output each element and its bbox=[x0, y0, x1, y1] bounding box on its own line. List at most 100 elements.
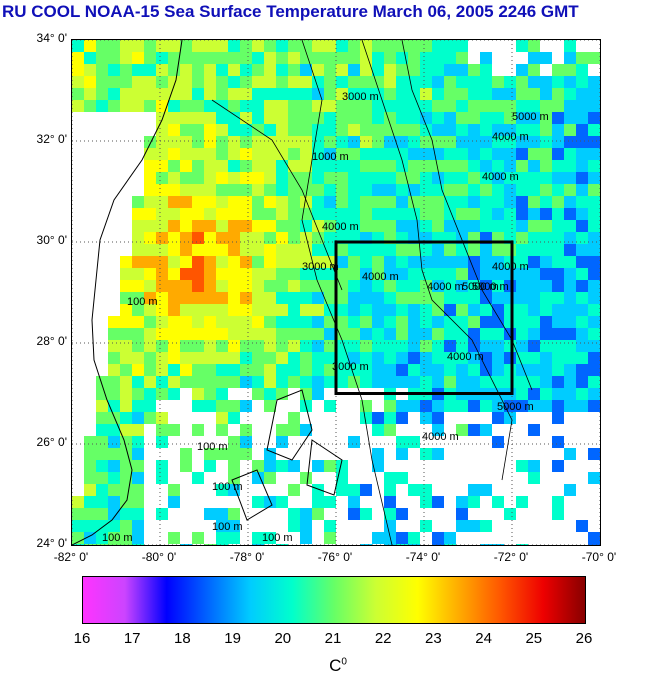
sst-pixel bbox=[444, 40, 456, 52]
contour-label: 4000 m bbox=[492, 131, 529, 143]
sst-pixel bbox=[156, 340, 168, 352]
sst-pixel bbox=[588, 292, 600, 304]
sst-pixel bbox=[360, 328, 372, 340]
sst-pixel bbox=[168, 532, 180, 544]
sst-pixel bbox=[516, 400, 528, 412]
sst-pixel bbox=[588, 256, 600, 268]
sst-pixel bbox=[552, 172, 564, 184]
sst-pixel bbox=[84, 532, 96, 544]
sst-map[interactable]: 100 m 100 m 100 m 100 m 100 m 100 m 1000 m 3000… bbox=[71, 39, 601, 546]
sst-pixel bbox=[132, 520, 144, 532]
sst-pixel bbox=[132, 424, 144, 436]
contour-label: 100 m bbox=[102, 532, 133, 544]
sst-pixel bbox=[96, 448, 108, 460]
sst-pixel bbox=[312, 304, 324, 316]
sst-pixel bbox=[396, 112, 408, 124]
sst-pixel bbox=[516, 40, 528, 52]
sst-pixel bbox=[528, 220, 540, 232]
sst-pixel bbox=[228, 520, 240, 532]
sst-pixel bbox=[396, 352, 408, 364]
sst-pixel bbox=[444, 328, 456, 340]
contour-label: 100 m bbox=[212, 481, 243, 493]
sst-pixel bbox=[348, 256, 360, 268]
sst-pixel bbox=[216, 304, 228, 316]
sst-pixel bbox=[180, 244, 192, 256]
sst-pixel bbox=[276, 292, 288, 304]
sst-pixel bbox=[372, 256, 384, 268]
sst-pixel bbox=[408, 316, 420, 328]
sst-pixel bbox=[336, 352, 348, 364]
sst-pixel bbox=[288, 244, 300, 256]
sst-pixel bbox=[264, 532, 276, 544]
sst-pixel bbox=[72, 520, 84, 532]
sst-pixel bbox=[252, 292, 264, 304]
sst-pixel bbox=[72, 88, 84, 100]
sst-pixel bbox=[216, 136, 228, 148]
sst-pixel bbox=[564, 292, 576, 304]
sst-pixel bbox=[552, 436, 564, 448]
sst-pixel bbox=[156, 376, 168, 388]
sst-pixel bbox=[360, 256, 372, 268]
sst-pixel bbox=[276, 40, 288, 52]
sst-pixel bbox=[144, 88, 156, 100]
sst-pixel bbox=[528, 376, 540, 388]
sst-pixel bbox=[252, 100, 264, 112]
sst-pixel bbox=[96, 388, 108, 400]
sst-pixel bbox=[492, 160, 504, 172]
sst-pixel bbox=[384, 64, 396, 76]
sst-pixel bbox=[252, 184, 264, 196]
sst-pixel bbox=[384, 124, 396, 136]
sst-pixel bbox=[516, 316, 528, 328]
sst-pixel bbox=[312, 508, 324, 520]
sst-pixel bbox=[204, 292, 216, 304]
sst-pixel bbox=[336, 160, 348, 172]
sst-pixel bbox=[384, 508, 396, 520]
sst-pixel bbox=[120, 448, 132, 460]
sst-pixel bbox=[228, 412, 240, 424]
sst-pixel bbox=[180, 100, 192, 112]
sst-pixel bbox=[300, 172, 312, 184]
sst-pixel bbox=[264, 172, 276, 184]
sst-pixel bbox=[180, 52, 192, 64]
sst-pixel bbox=[120, 388, 132, 400]
sst-pixel bbox=[480, 208, 492, 220]
sst-pixel bbox=[348, 220, 360, 232]
sst-pixel bbox=[288, 520, 300, 532]
longitude-tick-label: -72° 0' bbox=[493, 550, 529, 564]
sst-pixel bbox=[432, 136, 444, 148]
sst-pixel bbox=[504, 316, 516, 328]
sst-pixel bbox=[348, 484, 360, 496]
sst-pixel bbox=[240, 256, 252, 268]
sst-pixel bbox=[228, 112, 240, 124]
sst-pixel bbox=[564, 124, 576, 136]
sst-pixel bbox=[552, 196, 564, 208]
sst-pixel bbox=[300, 112, 312, 124]
sst-pixel bbox=[384, 424, 396, 436]
sst-pixel bbox=[492, 136, 504, 148]
sst-pixel bbox=[252, 304, 264, 316]
sst-pixel bbox=[252, 460, 264, 472]
sst-pixel bbox=[96, 544, 108, 545]
sst-pixel bbox=[480, 172, 492, 184]
sst-pixel bbox=[288, 352, 300, 364]
sst-pixel bbox=[180, 256, 192, 268]
sst-pixel bbox=[216, 196, 228, 208]
sst-pixel bbox=[516, 328, 528, 340]
sst-pixel bbox=[336, 484, 348, 496]
sst-pixel bbox=[444, 112, 456, 124]
sst-pixel bbox=[336, 76, 348, 88]
sst-pixel bbox=[144, 196, 156, 208]
sst-pixel bbox=[252, 232, 264, 244]
sst-pixel bbox=[168, 376, 180, 388]
sst-pixel bbox=[216, 508, 228, 520]
sst-pixel bbox=[72, 52, 84, 64]
sst-pixel bbox=[96, 400, 108, 412]
sst-pixel bbox=[516, 220, 528, 232]
sst-pixel bbox=[396, 436, 408, 448]
sst-pixel bbox=[228, 172, 240, 184]
sst-pixel bbox=[156, 52, 168, 64]
sst-pixel bbox=[168, 136, 180, 148]
sst-pixel bbox=[420, 244, 432, 256]
sst-pixel bbox=[108, 412, 120, 424]
sst-pixel bbox=[324, 268, 336, 280]
